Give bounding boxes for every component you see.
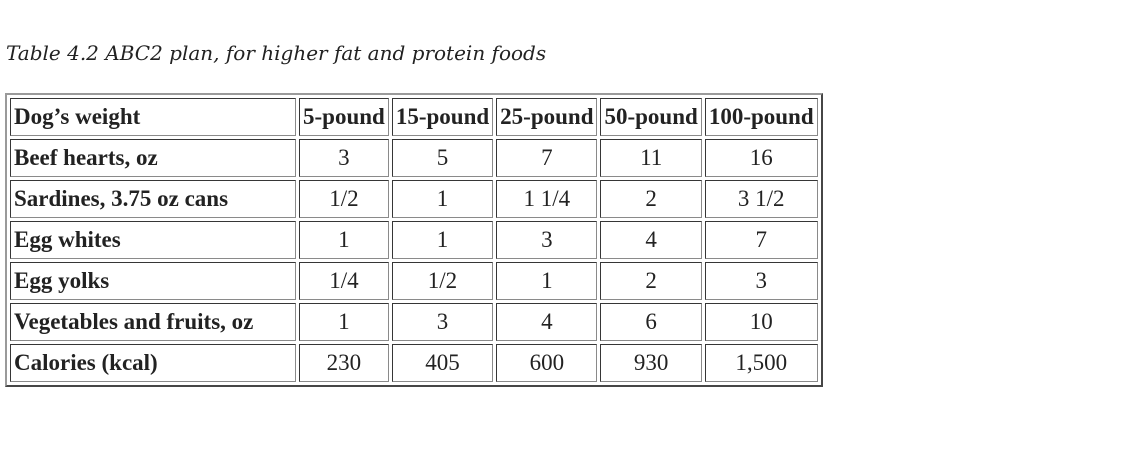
table-header-row: Dog’s weight 5-pound 15-pound 25-pound 5… <box>10 98 818 136</box>
table-cell: 1/2 <box>391 262 494 300</box>
table-cell: 1 <box>391 221 494 259</box>
table-cell: 1 <box>391 180 494 218</box>
row-label-vegetables-fruits: Vegetables and fruits, oz <box>10 303 296 341</box>
column-header-100-pound: 100-pound <box>704 98 818 136</box>
table-cell: 7 <box>496 139 598 177</box>
table-cell: 1,500 <box>704 344 818 382</box>
table-cell: 1/2 <box>299 180 389 218</box>
column-header-15-pound: 15-pound <box>391 98 494 136</box>
table-cell: 3 1/2 <box>704 180 818 218</box>
row-label-sardines: Sardines, 3.75 oz cans <box>10 180 296 218</box>
table-row: Vegetables and fruits, oz 1 3 4 6 10 <box>10 303 818 341</box>
table-cell: 16 <box>704 139 818 177</box>
table-cell: 2 <box>600 180 702 218</box>
column-header-50-pound: 50-pound <box>600 98 702 136</box>
row-label-beef-hearts: Beef hearts, oz <box>10 139 296 177</box>
table-cell: 600 <box>496 344 598 382</box>
column-header-5-pound: 5-pound <box>299 98 389 136</box>
table-cell: 6 <box>600 303 702 341</box>
table-cell: 3 <box>391 303 494 341</box>
table-cell: 1 <box>299 221 389 259</box>
table-cell: 4 <box>496 303 598 341</box>
table-row: Beef hearts, oz 3 5 7 11 16 <box>10 139 818 177</box>
column-header-dog-weight: Dog’s weight <box>10 98 296 136</box>
row-label-calories: Calories (kcal) <box>10 344 296 382</box>
table-cell: 3 <box>299 139 389 177</box>
table-row: Sardines, 3.75 oz cans 1/2 1 1 1/4 2 3 1… <box>10 180 818 218</box>
table-cell: 1 <box>299 303 389 341</box>
table-cell: 5 <box>391 139 494 177</box>
table-cell: 930 <box>600 344 702 382</box>
table-cell: 10 <box>704 303 818 341</box>
column-header-25-pound: 25-pound <box>496 98 598 136</box>
table-cell: 4 <box>600 221 702 259</box>
table-row: Calories (kcal) 230 405 600 930 1,500 <box>10 344 818 382</box>
table-caption: Table 4.2 ABC2 plan, for higher fat and … <box>6 41 547 65</box>
table-row: Egg yolks 1/4 1/2 1 2 3 <box>10 262 818 300</box>
table-cell: 2 <box>600 262 702 300</box>
table-cell: 11 <box>600 139 702 177</box>
table-cell: 405 <box>391 344 494 382</box>
table-cell: 1/4 <box>299 262 389 300</box>
table-container: Dog’s weight 5-pound 15-pound 25-pound 5… <box>5 93 823 387</box>
table-cell: 3 <box>704 262 818 300</box>
abc2-plan-table: Dog’s weight 5-pound 15-pound 25-pound 5… <box>5 93 823 387</box>
table-cell: 3 <box>496 221 598 259</box>
table-cell: 1 <box>496 262 598 300</box>
table-cell: 7 <box>704 221 818 259</box>
table-cell: 230 <box>299 344 389 382</box>
row-label-egg-yolks: Egg yolks <box>10 262 296 300</box>
row-label-egg-whites: Egg whites <box>10 221 296 259</box>
table-row: Egg whites 1 1 3 4 7 <box>10 221 818 259</box>
table-cell: 1 1/4 <box>496 180 598 218</box>
